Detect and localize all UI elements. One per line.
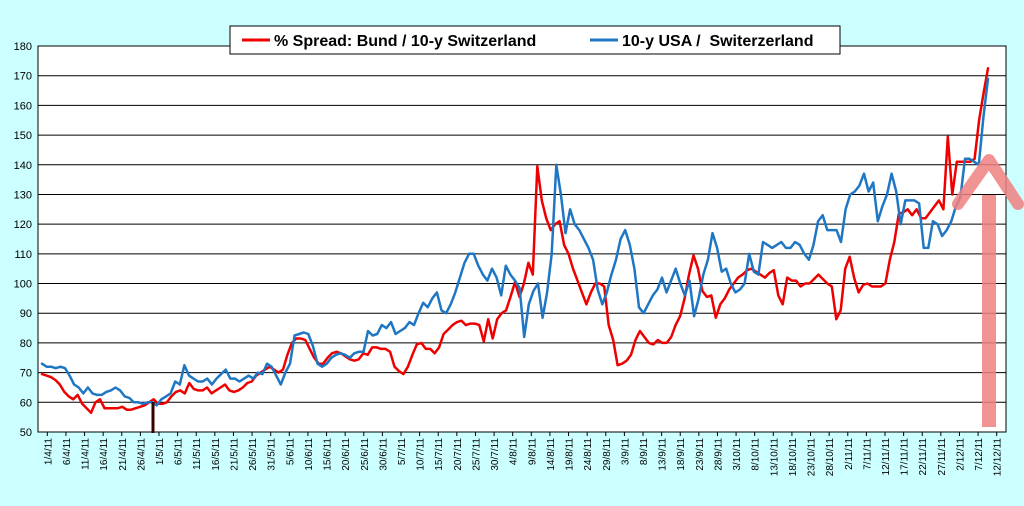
x-tick-label: 12/11/11	[881, 438, 892, 476]
x-tick-label: 12/12/11	[993, 438, 1004, 477]
x-tick-label: 6/5/11	[174, 438, 185, 465]
x-tick-label: 2/11/11	[844, 438, 855, 470]
x-tick-label: 15/6/11	[323, 438, 334, 471]
x-tick-label: 9/8/11	[527, 438, 538, 465]
x-tick-label: 19/8/11	[565, 438, 576, 471]
x-tick-label: 25/7/11	[471, 438, 482, 471]
x-tick-label: 30/6/11	[378, 438, 389, 471]
y-tick-label: 140	[14, 160, 32, 172]
x-tick-label: 3/10/11	[732, 438, 743, 471]
legend: % Spread: Bund / 10-y Switzerland 10-y U…	[229, 25, 841, 55]
x-tick-label: 22/11/11	[918, 438, 929, 476]
x-tick-label: 20/6/11	[341, 438, 352, 471]
y-tick-label: 170	[14, 71, 32, 83]
x-tick-label: 23/10/11	[807, 438, 818, 477]
legend-box	[229, 25, 841, 55]
y-tick-label: 110	[14, 249, 32, 261]
up-arrow-icon	[952, 154, 1024, 427]
y-tick-label: 80	[20, 338, 32, 350]
x-tick-label: 29/8/11	[602, 438, 613, 471]
x-tick-label: 1/5/11	[155, 438, 166, 465]
x-tick-label: 30/7/11	[490, 438, 501, 471]
x-tick-label: 7/12/11	[974, 438, 985, 471]
x-tick-label: 13/10/11	[769, 438, 780, 477]
x-tick-label: 21/4/11	[118, 438, 129, 471]
x-tick-label: 15/7/11	[434, 438, 445, 471]
y-tick-label: 160	[14, 100, 32, 112]
x-tick-label: 21/5/11	[229, 438, 240, 471]
legend-label-spread: % Spread: Bund / 10-y Switzerland	[274, 33, 536, 50]
y-tick-label: 70	[20, 368, 32, 380]
y-tick-label: 130	[14, 189, 32, 201]
x-tick-label: 8/9/11	[639, 438, 650, 465]
y-tick-label: 150	[14, 130, 32, 142]
y-axis-ticks: 50 60 70 80 90 100 110 120 130 140 150 160 170 180	[14, 41, 32, 439]
series-line-usa	[40, 77, 990, 407]
x-tick-label: 1/4/11	[43, 438, 54, 465]
y-tick-label: 120	[14, 219, 32, 231]
x-tick-label: 16/5/11	[211, 438, 222, 471]
y-tick-label: 180	[14, 41, 32, 53]
x-tick-label: 17/11/11	[900, 438, 911, 476]
legend-label-usa: 10-y USA / Switerzerland	[622, 33, 813, 50]
x-tick-label: 26/5/11	[248, 438, 259, 471]
x-tick-label: 28/9/11	[713, 438, 724, 471]
x-axis-ticks: 1/4/11 6/4/11 11/4/11 16/4/11 21/4/11 26/4/11…	[43, 432, 1004, 477]
x-tick-label: 5/7/11	[397, 438, 408, 465]
x-tick-label: 10/7/11	[416, 438, 427, 471]
x-tick-label: 18/10/11	[788, 438, 799, 477]
x-tick-label: 27/11/11	[937, 438, 948, 476]
x-tick-label: 14/8/11	[546, 438, 557, 471]
x-tick-label: 28/10/11	[825, 438, 836, 477]
x-tick-label: 26/4/11	[136, 438, 147, 471]
y-tick-label: 100	[14, 279, 32, 291]
x-tick-label: 24/8/11	[583, 438, 594, 471]
x-tick-label: 5/6/11	[285, 438, 296, 465]
arrow-head	[952, 154, 1024, 210]
x-tick-label: 23/9/11	[695, 438, 706, 471]
arrow-shaft	[982, 195, 996, 427]
y-tick-label: 50	[20, 427, 32, 439]
x-tick-label: 11/4/11	[81, 438, 92, 470]
x-tick-label: 11/5/11	[192, 438, 203, 470]
x-tick-label: 31/5/11	[267, 438, 278, 471]
x-tick-label: 8/10/11	[751, 438, 762, 471]
x-tick-label: 2/12/11	[955, 438, 966, 471]
series-lines	[40, 67, 990, 433]
x-tick-label: 4/8/11	[509, 438, 520, 465]
x-tick-label: 25/6/11	[360, 438, 371, 471]
x-tick-label: 3/9/11	[620, 438, 631, 465]
x-tick-label: 18/9/11	[676, 438, 687, 471]
x-tick-label: 20/7/11	[453, 438, 464, 471]
x-tick-label: 16/4/11	[99, 438, 110, 471]
y-tick-label: 90	[20, 308, 32, 320]
x-tick-label: 7/11/11	[862, 438, 873, 470]
x-tick-label: 13/9/11	[658, 438, 669, 471]
x-tick-label: 6/4/11	[62, 438, 73, 465]
plot-area	[37, 45, 1007, 433]
x-tick-label: 10/6/11	[304, 438, 315, 471]
y-tick-label: 60	[20, 397, 32, 409]
